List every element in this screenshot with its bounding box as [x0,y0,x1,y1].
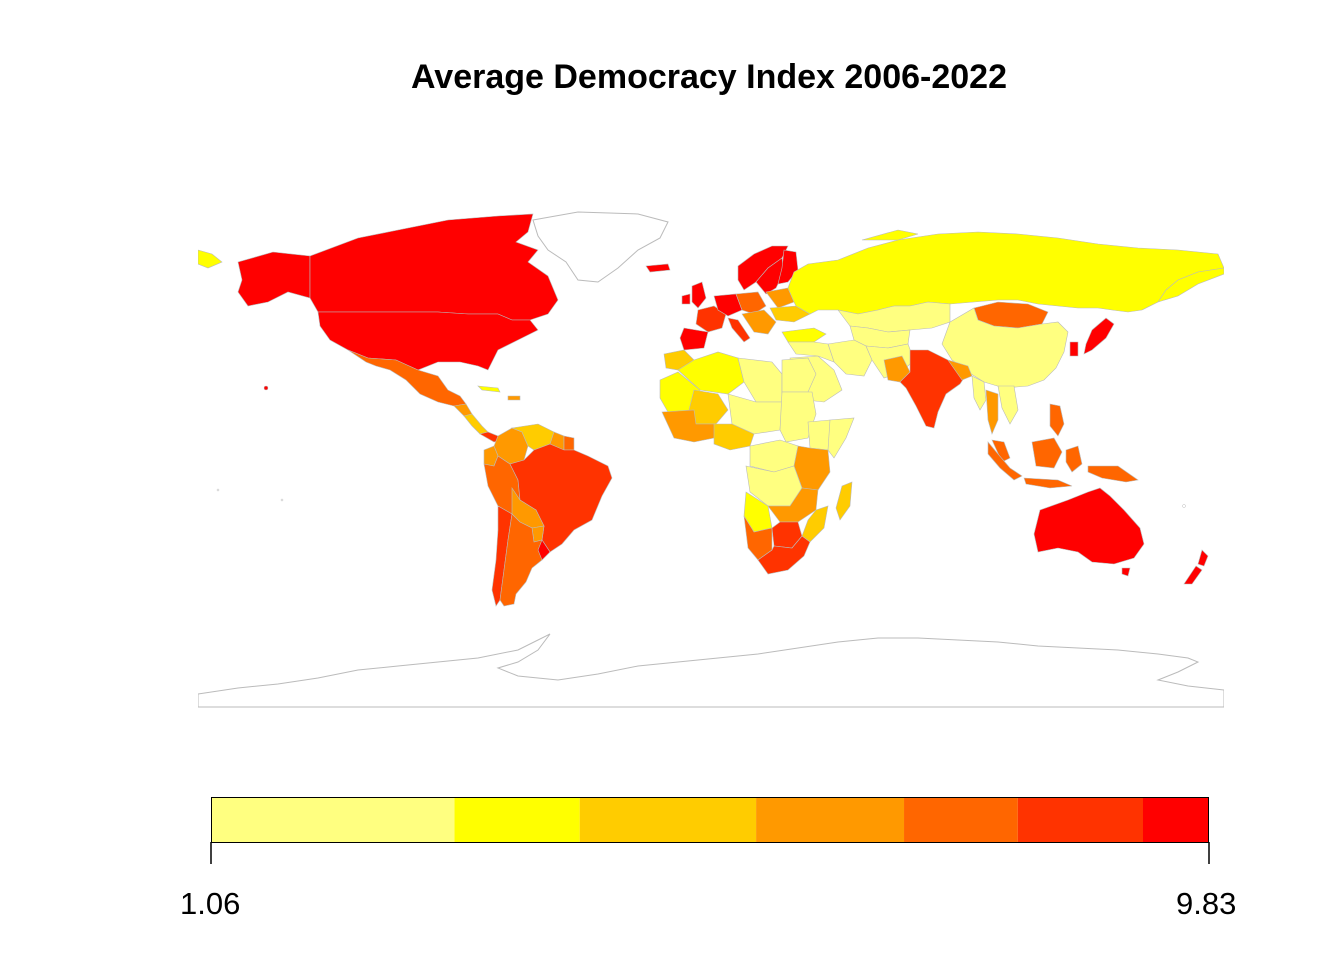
map-title: Average Democracy Index 2006-2022 [411,58,1007,96]
country-cuba [477,385,501,393]
country-vietnam-laos [997,385,1019,425]
legend-frame [211,797,1209,843]
country-uruguay [537,539,551,561]
world-map-svg [198,211,1224,708]
country-russia-arctic-islands [861,229,919,241]
country-south-africa [757,535,811,575]
legend-bin-7 [1142,797,1209,843]
country-philippines [1049,403,1065,437]
country-usa [317,311,539,371]
legend-bin-5 [904,797,1018,843]
country-iran [827,339,873,377]
country-tasmania [1121,567,1131,577]
country-russia-west-edge [198,249,223,269]
legend-bin-6 [1017,797,1143,843]
world-map [198,210,1224,710]
region-antarctica [198,633,1224,708]
legend-bin-1 [211,797,455,843]
country-somalia [827,417,855,459]
country-alaska [237,251,311,307]
country-uk [691,281,707,309]
country-egypt [781,357,817,393]
country-france [695,305,727,333]
country-greenland [532,211,669,283]
country-ireland [681,293,691,305]
country-australia [1033,487,1145,565]
country-madagascar [835,481,853,521]
country-new-zealand-north [1197,549,1209,567]
country-iceland [645,263,671,273]
country-libya [737,357,783,403]
legend-bin-4 [756,797,905,843]
country-canada [309,213,559,321]
country-spain [679,327,709,351]
color-legend [211,797,1209,843]
country-suriname [563,435,575,451]
country-central-america-a [453,403,473,417]
country-thailand [985,389,999,435]
country-balkans [741,309,777,335]
country-central-europe [735,291,767,315]
country-borneo [1031,437,1063,469]
country-papua-new-guinea [1087,465,1139,483]
legend-min-label: 1.06 [180,886,241,921]
country-new-zealand-south [1183,565,1203,585]
country-dominican [507,395,521,401]
country-sulawesi [1065,445,1083,473]
legend-max-label: 9.83 [1176,886,1237,921]
country-italy [727,317,751,343]
country-indonesia-java [1023,477,1073,489]
country-japan [1083,317,1115,355]
country-argentina [499,513,551,607]
country-russia-east [1157,267,1224,303]
country-turkey [781,327,827,343]
legend-bin-2 [454,797,580,843]
legend-bin-3 [579,797,757,843]
country-ukraine [769,305,811,323]
legend-ticks [210,842,1210,864]
country-iraq-syria [787,341,835,363]
country-myanmar [971,375,987,411]
country-sudan [779,391,817,443]
country-germany-benelux [713,293,743,317]
country-indonesia-sumatra [987,441,1023,481]
country-south-korea [1069,341,1079,357]
country-central-america-b [463,413,489,435]
legend-color-bar [211,797,1209,843]
